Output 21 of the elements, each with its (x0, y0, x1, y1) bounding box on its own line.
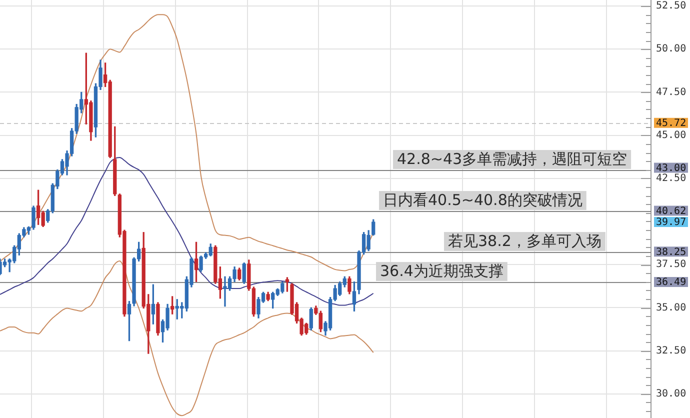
y-tick-label: 42.50 (656, 173, 686, 184)
y-tick-label: 45.00 (656, 130, 686, 141)
y-tick-label: 30.00 (656, 388, 686, 400)
y-tick-label: 50.00 (656, 44, 686, 55)
ref-line-label: 36.49 (656, 277, 686, 288)
annotation: 42.8~43多单需减持，遇阻可短空 (397, 150, 628, 168)
ref-line-label: 38.25 (656, 246, 686, 258)
y-tick-label: 52.50 (656, 0, 686, 12)
ref-line-label: 45.72 (656, 118, 686, 129)
y-tick-label: 47.50 (656, 86, 686, 98)
y-tick-label: 35.00 (656, 302, 686, 314)
line-series (0, 260, 374, 416)
ref-line-label: 43.00 (656, 162, 686, 174)
text: 39.97 (656, 217, 686, 228)
y-tick-label: 32.50 (656, 345, 686, 356)
annotation: 若见38.2，多单可入场 (448, 232, 602, 250)
line-series (0, 157, 374, 306)
ref-line-label: 40.62 (656, 206, 686, 217)
annotation: 36.4为近期强支撑 (380, 262, 504, 280)
annotation: 日内看40.5~40.8的突破情况 (383, 190, 582, 209)
y-tick-label: 37.50 (656, 259, 686, 270)
